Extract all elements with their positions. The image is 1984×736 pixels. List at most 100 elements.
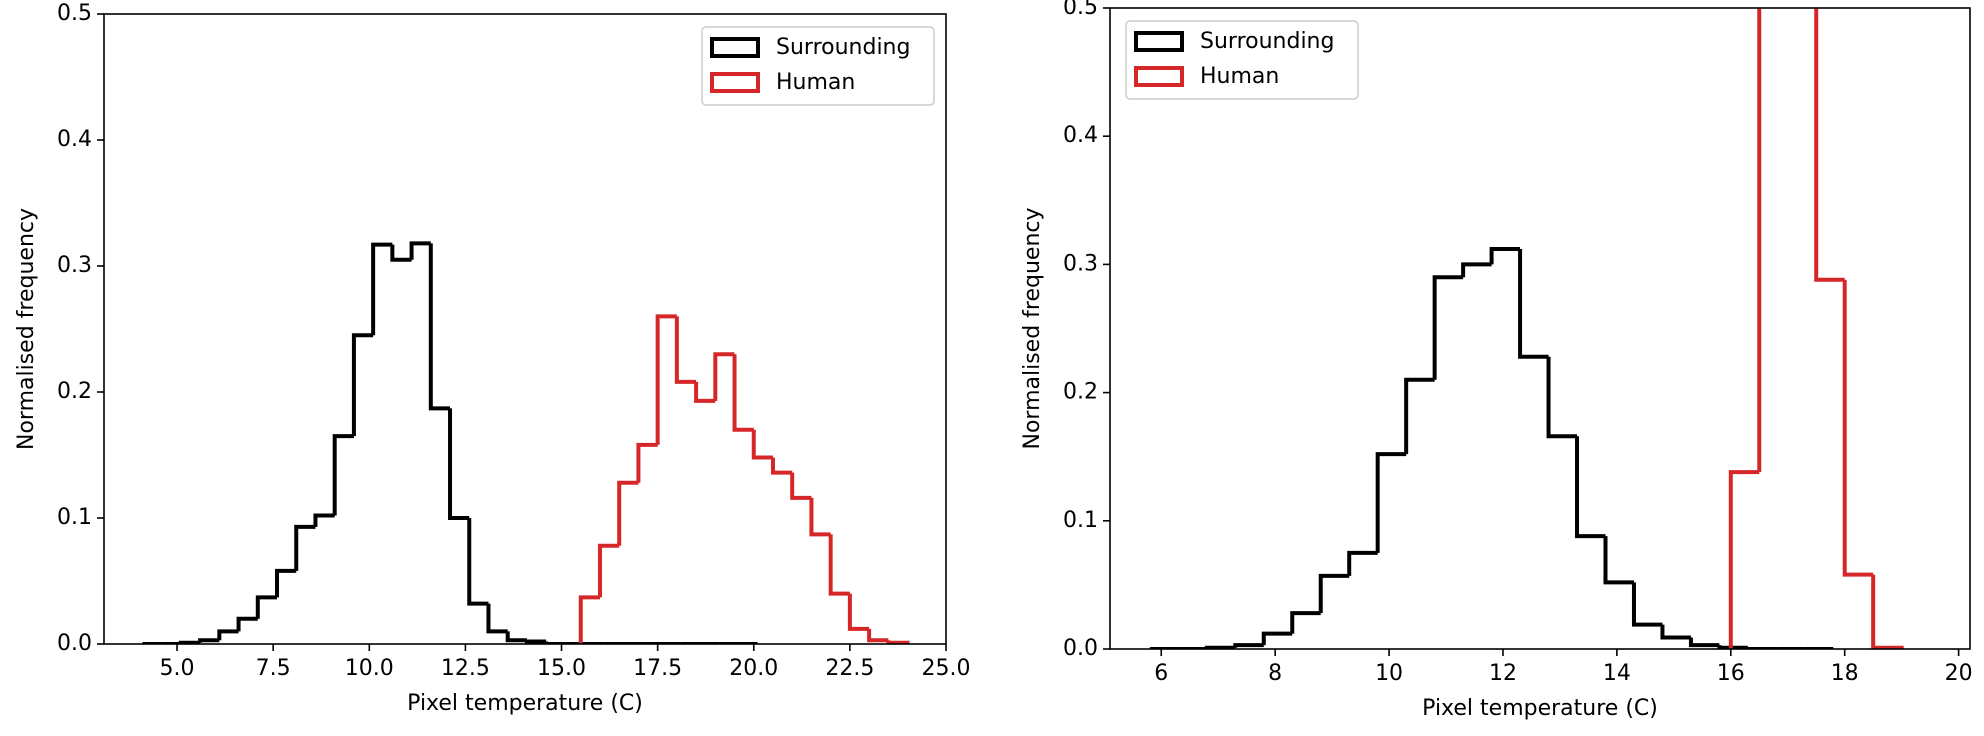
plot-area — [142, 241, 910, 644]
x-tick-label: 10 — [1375, 661, 1403, 686]
histogram-step — [275, 568, 297, 598]
histogram-step — [1290, 611, 1321, 634]
histogram-step — [1757, 8, 1762, 473]
histogram-step — [1728, 470, 1760, 649]
histogram-step — [255, 595, 278, 619]
axes-frame — [1109, 7, 1971, 650]
y-tick-label: 0.3 — [57, 253, 92, 278]
legend-label: Human — [1200, 64, 1279, 89]
x-axis-label: Pixel temperature (C) — [1422, 696, 1658, 721]
histogram-step — [655, 314, 677, 445]
histogram-step — [1688, 637, 1720, 648]
histogram-step — [694, 381, 716, 403]
legend-label: Surrounding — [776, 35, 910, 60]
x-tick-label: 16 — [1717, 661, 1745, 686]
y-tick-label: 0.4 — [1063, 123, 1098, 148]
histogram-step — [371, 242, 393, 336]
histogram-step — [1575, 436, 1606, 539]
legend-swatch — [710, 72, 760, 93]
histogram-step — [428, 243, 451, 411]
histogram-step — [448, 408, 470, 520]
histogram-step — [867, 628, 889, 643]
y-tick-label: 0.2 — [57, 379, 92, 404]
y-tick-label: 0.0 — [57, 631, 92, 656]
histogram-step — [1871, 574, 1904, 649]
x-tick-label: 20.0 — [729, 656, 778, 681]
histogram-step — [505, 631, 527, 643]
x-tick-label: 5.0 — [160, 656, 195, 681]
x-tick-label: 25.0 — [922, 656, 971, 681]
x-tick-label: 17.5 — [633, 656, 682, 681]
histogram-step — [1404, 377, 1435, 455]
histogram-step — [1461, 262, 1492, 278]
histogram-step — [770, 457, 793, 475]
histogram-step — [1745, 647, 1777, 649]
x-tick-label: 12.5 — [441, 656, 490, 681]
histogram-step — [351, 333, 374, 437]
x-tick-label: 10.0 — [345, 656, 394, 681]
histogram-step — [409, 241, 431, 260]
histogram-step — [1842, 279, 1874, 577]
legend: Surrounding Human — [1125, 20, 1359, 100]
y-tick-label: 0.3 — [1063, 251, 1098, 276]
histogram-step — [1347, 550, 1378, 576]
x-tick-label: 6 — [1154, 661, 1168, 686]
histogram-step — [597, 543, 620, 598]
histogram-step — [217, 629, 239, 641]
histogram-step — [332, 434, 354, 516]
histogram-step — [1318, 573, 1350, 614]
x-tick-label: 15.0 — [537, 656, 586, 681]
histogram-step — [1233, 643, 1264, 648]
histogram-step — [486, 603, 508, 634]
histogram-step — [198, 638, 220, 643]
axes-frame — [103, 13, 947, 645]
histogram-step — [828, 534, 850, 596]
histogram-step — [1261, 631, 1293, 646]
histogram-step — [617, 480, 639, 546]
histogram-step — [1489, 247, 1521, 265]
histogram-step — [1603, 536, 1634, 585]
histogram-step — [294, 524, 316, 571]
histogram-step — [1546, 356, 1578, 439]
histogram-step — [1432, 275, 1464, 380]
histogram-step — [1631, 582, 1663, 627]
histogram-step — [713, 352, 735, 401]
histogram-step — [809, 497, 831, 537]
histogram-step — [390, 244, 412, 262]
x-axis-label: Pixel temperature (C) — [407, 691, 643, 716]
chart: 5.0 7.5 10.0 12.5 15.0 17.5 20.0 22.5 25.0 0.0 0.1… — [14, 1, 970, 716]
histogram-step — [524, 639, 547, 644]
histogram-step — [1717, 645, 1748, 649]
histogram-step — [790, 472, 812, 500]
histogram-step — [1518, 249, 1549, 359]
x-tick-label: 20 — [1945, 661, 1973, 686]
x-tick-label: 8 — [1268, 661, 1282, 686]
y-axis-label: Normalised frequency — [1020, 207, 1045, 449]
histogram-step — [636, 442, 658, 483]
histogram-step — [1660, 624, 1691, 640]
legend-label: Human — [776, 70, 855, 95]
y-tick-label: 0.4 — [57, 127, 92, 152]
legend-swatch — [710, 37, 760, 58]
histogram-step — [751, 429, 773, 460]
histogram-step — [578, 595, 600, 644]
x-tick-label: 7.5 — [256, 656, 291, 681]
histogram-step — [732, 354, 754, 432]
legend-label: Surrounding — [1200, 29, 1334, 54]
histogram-step — [847, 593, 870, 631]
histogram-step — [236, 616, 258, 632]
x-tick-label: 14 — [1603, 661, 1631, 686]
histogram-step — [467, 518, 489, 606]
y-tick-label: 0.5 — [1063, 0, 1098, 20]
plot-area — [1149, 8, 1904, 649]
x-tick-label: 22.5 — [825, 656, 874, 681]
y-axis-label: Normalised frequency — [14, 208, 39, 450]
y-tick-label: 0.1 — [57, 505, 92, 530]
legend: Surrounding Human — [701, 26, 935, 106]
y-tick-label: 0.1 — [1063, 508, 1098, 533]
histogram-step — [544, 641, 566, 644]
histogram-step — [674, 316, 697, 384]
y-tick-label: 0.2 — [1063, 380, 1098, 405]
y-tick-label: 0.5 — [57, 1, 92, 26]
